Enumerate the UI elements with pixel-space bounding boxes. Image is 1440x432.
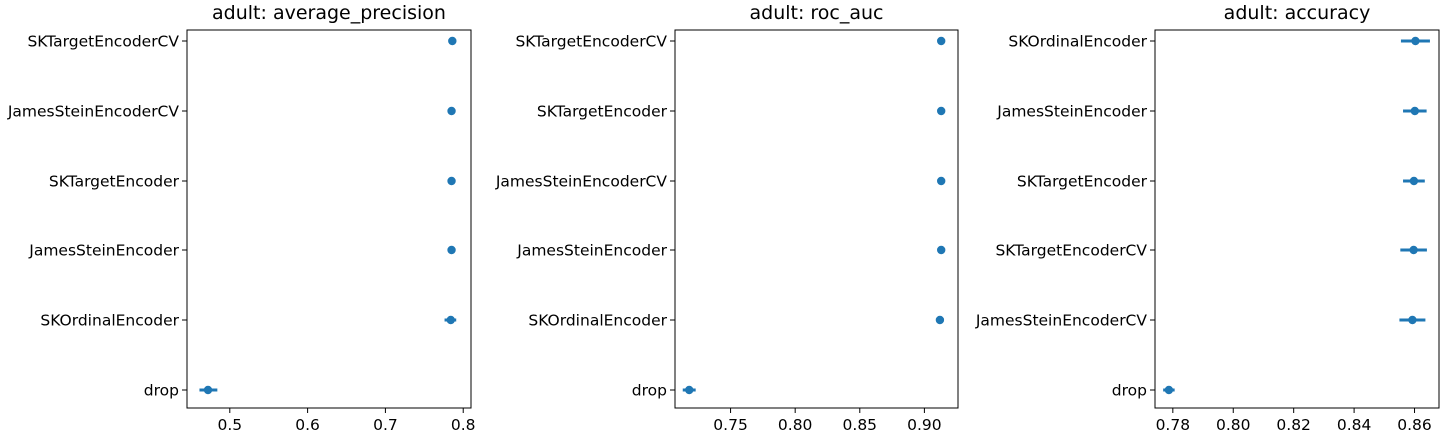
x-tick-label: 0.80	[1216, 416, 1251, 432]
x-tick-label: 0.8	[451, 416, 476, 432]
data-point	[1409, 176, 1419, 186]
x-tick-label: 0.78	[1156, 416, 1191, 432]
x-tick-label: 0.7	[373, 416, 398, 432]
y-tick-label: JamesSteinEncoderCV	[7, 103, 180, 121]
y-tick-label: JamesSteinEncoderCV	[975, 312, 1148, 330]
y-tick-label: SKTargetEncoder	[537, 103, 668, 121]
y-tick-label: SKOrdinalEncoder	[1008, 33, 1147, 51]
subplot-title: adult: average_precision	[212, 2, 446, 24]
y-tick-label: JamesSteinEncoder	[28, 242, 179, 260]
data-point	[937, 106, 946, 116]
x-tick-label: 0.5	[217, 416, 242, 432]
subplot-title: adult: roc_auc	[749, 2, 883, 24]
data-point	[685, 385, 694, 395]
plot-frame	[186, 29, 472, 409]
data-point	[1410, 106, 1420, 116]
y-tick-label: SKTargetEncoderCV	[995, 242, 1147, 260]
subplot-3: adult: accuracy SKOrdinalEncoder JamesStei…	[975, 2, 1440, 432]
x-tick-label: 0.6	[295, 416, 320, 432]
y-tick-label: SKOrdinalEncoder	[528, 312, 667, 330]
data-point	[1409, 245, 1418, 255]
y-tick-label: drop	[632, 382, 667, 400]
data-point	[1411, 36, 1420, 46]
x-tick-label: 0.75	[713, 416, 748, 432]
subplot-2: adult: roc_auc SKTargetEncoderCV SKTargetE…	[495, 2, 959, 432]
plot-frame	[674, 29, 959, 409]
y-tick-label: SKTargetEncoderCV	[27, 33, 179, 51]
data-point	[1408, 315, 1417, 325]
data-point	[937, 36, 946, 46]
data-point	[1164, 385, 1174, 395]
data-point	[448, 36, 457, 46]
plot-frame	[1154, 29, 1440, 409]
y-tick-label: JamesSteinEncoderCV	[495, 173, 668, 191]
data-point	[447, 176, 456, 186]
data-point	[937, 176, 946, 186]
y-tick-label: JamesSteinEncoder	[516, 242, 667, 260]
subplot-title: adult: accuracy	[1224, 2, 1371, 24]
data-point	[203, 385, 213, 395]
data-point	[446, 315, 455, 325]
y-tick-label: SKTargetEncoder	[1017, 173, 1148, 191]
subplot-1: adult: average_precision SKTargetEncoderC…	[7, 2, 476, 432]
x-tick-label: 0.80	[778, 416, 813, 432]
data-point	[935, 315, 945, 325]
x-tick-label: 0.86	[1397, 416, 1432, 432]
y-tick-label: SKTargetEncoderCV	[515, 33, 667, 51]
y-tick-label: drop	[144, 382, 179, 400]
x-tick-label: 0.84	[1337, 416, 1372, 432]
data-point	[937, 245, 946, 255]
y-tick-label: drop	[1112, 382, 1147, 400]
y-tick-label: SKTargetEncoder	[49, 173, 180, 191]
data-point	[447, 245, 456, 255]
x-tick-label: 0.85	[843, 416, 878, 432]
x-tick-label: 0.90	[907, 416, 942, 432]
x-tick-label: 0.82	[1276, 416, 1311, 432]
y-tick-label: JamesSteinEncoder	[996, 103, 1147, 121]
y-tick-label: SKOrdinalEncoder	[40, 312, 179, 330]
data-point	[447, 106, 456, 116]
